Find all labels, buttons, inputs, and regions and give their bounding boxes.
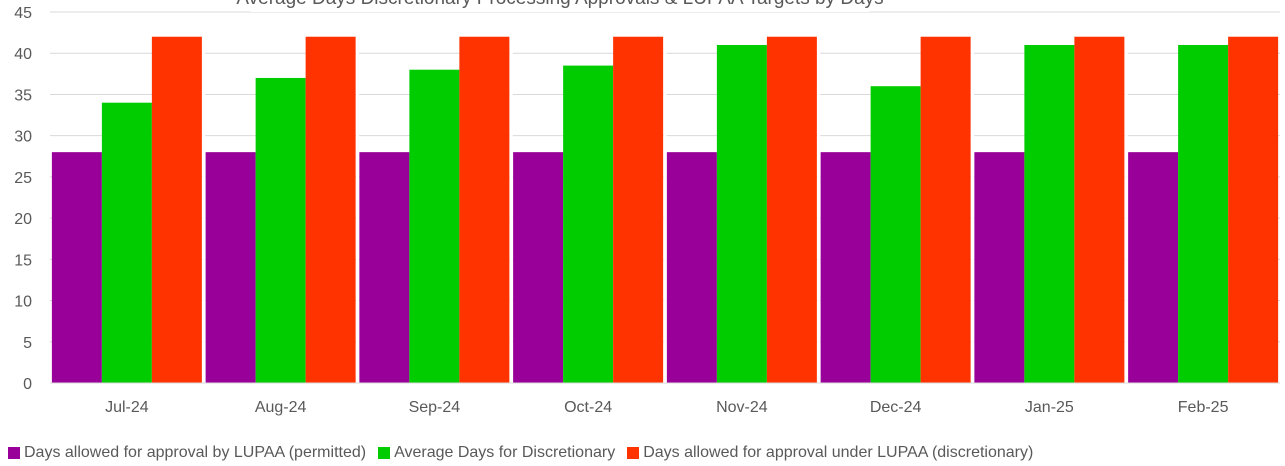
legend-label: Days allowed for approval under LUPAA (d… [643,444,1034,461]
bar [101,102,152,383]
bar [613,36,664,383]
bar [766,36,817,383]
x-tick-label: Dec-24 [870,399,922,416]
legend-item: Days allowed for approval by LUPAA (perm… [8,444,366,462]
bar [255,77,306,383]
legend-label: Days allowed for approval by LUPAA (perm… [24,444,367,461]
x-tick-label: Aug-24 [255,399,307,416]
bar [305,36,356,383]
y-tick-label: 25 [14,170,32,187]
legend-label: Average Days for Discretionary [394,444,616,461]
legend-item: Average Days for Discretionary [378,444,615,462]
bar [359,152,410,383]
x-tick-label: Jul-24 [105,399,149,416]
y-tick-label: 0 [23,376,32,393]
x-tick-label: Feb-25 [1178,399,1229,416]
bar [716,44,767,383]
legend: Days allowed for approval by LUPAA (perm… [8,444,1033,462]
bar [563,65,614,383]
y-tick-label: 15 [14,252,32,269]
bars [51,36,1279,383]
y-tick-label: 35 [14,87,32,104]
legend-swatch [378,447,391,459]
bar [920,36,971,383]
legend-item: Days allowed for approval under LUPAA (d… [627,444,1033,462]
bar [1228,36,1279,383]
y-tick-label: 10 [14,294,32,311]
legend-swatch [627,447,640,459]
y-tick-label: 30 [14,129,32,146]
bar [151,36,202,383]
bar [51,152,102,383]
bar [513,152,564,383]
title-background [250,0,870,12]
y-axis-ticks: 0 5 10 15 20 25 30 35 40 45 [14,5,32,393]
bar [820,152,871,383]
x-tick-label: Sep-24 [409,399,461,416]
bar [1074,36,1125,383]
x-tick-label: Oct-24 [564,399,612,416]
y-tick-label: 20 [14,211,32,228]
y-tick-label: 45 [14,5,32,22]
bar [1024,44,1075,383]
bar [459,36,510,383]
x-tick-label: Jan-25 [1025,399,1074,416]
bar [205,152,256,383]
bar [1128,152,1179,383]
y-tick-label: 5 [23,335,32,352]
bar [409,69,460,383]
chart-title: Average Days Discretionary Processing Ap… [236,0,883,9]
x-tick-label: Nov-24 [716,399,768,416]
bar [1178,44,1229,383]
bar [870,86,921,383]
bar [974,152,1025,383]
x-axis-ticks: Jul-24 Aug-24 Sep-24 Oct-24 Nov-24 Dec-24 Jan-… [105,399,1228,416]
category-separators [202,37,1128,383]
y-tick-label: 40 [14,46,32,63]
bar [666,152,717,383]
chart: 0 5 10 15 20 25 30 35 40 45 Jul-24 Aug-24 Sep-24 Oct… [14,0,1280,416]
legend-swatch [8,447,20,459]
